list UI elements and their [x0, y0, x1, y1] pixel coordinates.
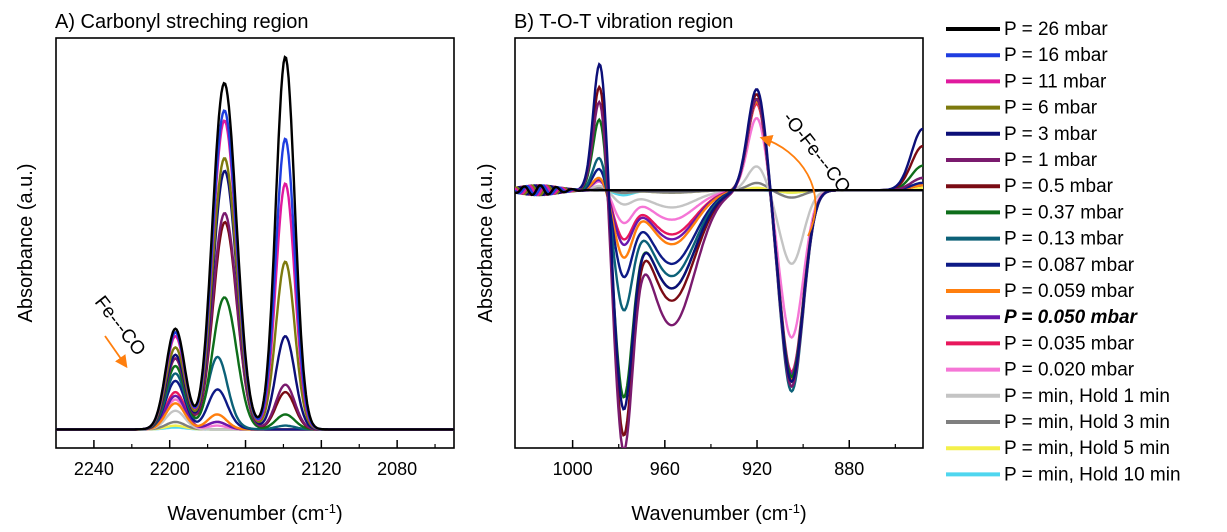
series-line — [515, 102, 923, 374]
series-line — [515, 98, 923, 399]
legend-label: P = 6 mbar — [1004, 98, 1098, 119]
legend-label: P = min, Hold 10 min — [1004, 464, 1181, 485]
series-line — [515, 98, 923, 448]
legend-label: P = 0.37 mbar — [1004, 202, 1124, 223]
panel-a-x-ticks: 2240 2200 2160 2120 2080 — [74, 440, 436, 479]
series-line — [515, 165, 923, 266]
x-tick-label: 880 — [834, 459, 864, 479]
legend-label: P = 11 mbar — [1004, 71, 1107, 92]
series-line — [515, 97, 923, 376]
x-tick-label: 960 — [650, 459, 680, 479]
series-line — [56, 169, 454, 431]
legend: P = 26 mbar P = 16 mbar P = 11 mbar P = 6 m… — [946, 19, 1181, 485]
series-line — [56, 119, 454, 431]
series-line — [515, 100, 923, 381]
panel-b-title: B) T-O-T vibration region — [514, 11, 733, 33]
x-tick-label: 2160 — [226, 459, 266, 479]
series-line — [515, 117, 923, 340]
panel-a: A) Carbonyl streching region 2240 2200 216… — [15, 11, 455, 526]
panel-b-series — [515, 62, 923, 448]
legend-label: P = 1 mbar — [1004, 150, 1098, 171]
legend-label: P = 0.059 mbar — [1004, 281, 1135, 302]
x-tick-label: 2200 — [150, 459, 190, 479]
panel-b: B) T-O-T vibration region 1000 960 920 880 … — [475, 11, 924, 526]
panel-b-annotation-arrow — [759, 135, 817, 237]
panel-a-frame — [55, 37, 455, 449]
series-line — [515, 98, 923, 389]
x-tick-label: 2120 — [301, 459, 341, 479]
panel-a-series — [56, 55, 454, 431]
legend-label: P = min, Hold 1 min — [1004, 386, 1170, 407]
x-tick-label: 1000 — [553, 459, 593, 479]
panel-a-annotation: Fe---CO — [90, 292, 149, 360]
series-line — [56, 157, 454, 431]
x-tick-label: 2080 — [377, 459, 417, 479]
series-line — [56, 109, 454, 431]
legend-label: P = 26 mbar — [1004, 19, 1108, 40]
legend-label: P = 0.020 mbar — [1004, 360, 1135, 381]
series-line — [515, 62, 923, 411]
series-line — [515, 84, 923, 437]
legend-label: P = min, Hold 3 min — [1004, 412, 1170, 433]
panel-a-y-axis-label: Absorbance (a.u.) — [15, 164, 37, 323]
legend-label: P = 16 mbar — [1004, 45, 1108, 66]
panel-b-x-axis-label: Wavenumber (cm-1) — [631, 501, 806, 526]
panel-b-y-axis-label: Absorbance (a.u.) — [475, 164, 497, 323]
legend-label: P = 0.087 mbar — [1004, 255, 1135, 276]
legend-label: P = 0.5 mbar — [1004, 176, 1114, 197]
panel-a-x-axis-label: Wavenumber (cm-1) — [167, 501, 342, 526]
legend-label: P = 0.050 mbar — [1004, 307, 1139, 328]
panel-a-title: A) Carbonyl streching region — [55, 11, 308, 33]
series-line — [56, 55, 454, 431]
legend-label: P = 0.035 mbar — [1004, 333, 1135, 354]
panel-b-x-ticks: 1000 960 920 880 — [553, 440, 896, 479]
legend-label: P = 0.13 mbar — [1004, 229, 1124, 250]
series-line — [515, 184, 923, 197]
series-line — [515, 98, 923, 394]
x-tick-label: 920 — [742, 459, 772, 479]
legend-label: P = 3 mbar — [1004, 124, 1098, 145]
x-tick-label: 2240 — [74, 459, 114, 479]
panel-a-annotation-arrow — [104, 335, 128, 369]
legend-label: P = min, Hold 5 min — [1004, 438, 1170, 459]
panel-b-frame — [514, 37, 924, 449]
